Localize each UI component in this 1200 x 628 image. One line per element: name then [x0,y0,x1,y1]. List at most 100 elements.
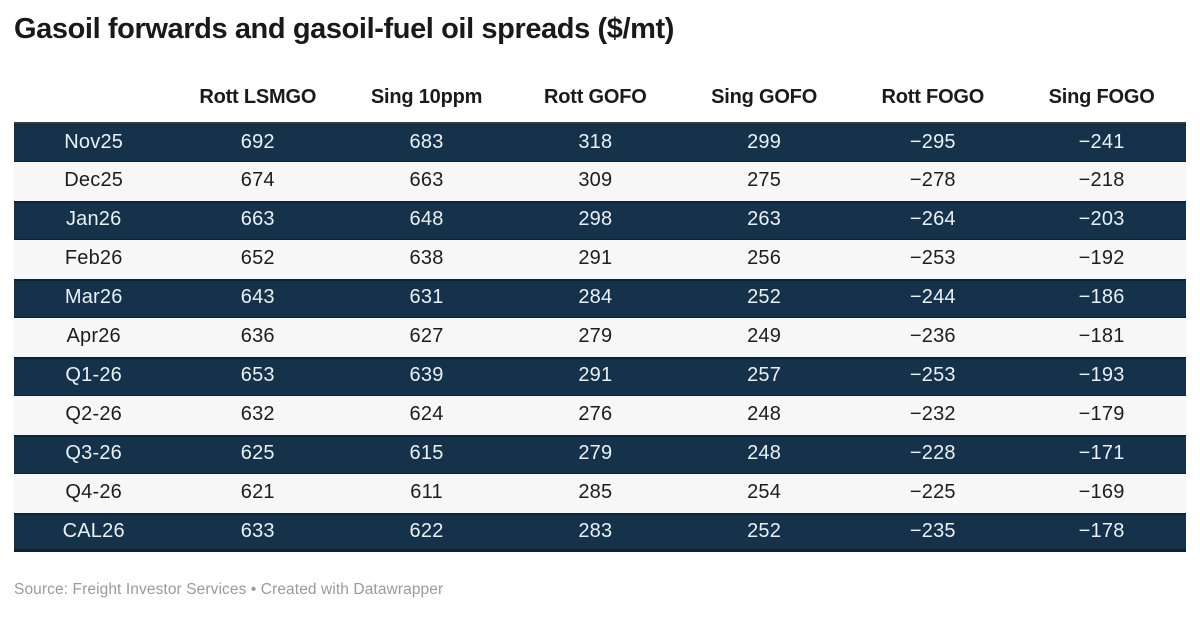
value-cell: 611 [410,481,443,504]
value-cell: −171 [1078,442,1125,465]
value-cell: 674 [240,169,275,192]
value-cell: 653 [240,364,275,387]
value-cell: −228 [909,442,956,465]
value-cell: 248 [747,442,782,465]
row-label-column-header [14,79,174,124]
row-label-cell: Feb26 [64,247,123,270]
row-label-cell: Jan26 [65,208,122,231]
table-body: Nov25 692 683 318 299 −295 −241 Dec25 674 663 309 2… [14,122,1186,552]
value-cell: −192 [1078,247,1125,270]
row-label-cell: Q3-26 [65,442,122,465]
value-cell: 254 [747,481,782,504]
value-cell: −235 [909,520,956,543]
value-cell: 279 [578,325,613,348]
value-cell: 622 [409,520,444,543]
value-cell: 692 [240,130,275,153]
table-row: Q2-26 632 624 276 248 −232 −179 [14,395,1186,435]
table-row: Dec25 674 663 309 275 −278 −218 [14,161,1186,201]
table-row: Nov25 692 683 318 299 −295 −241 [14,122,1186,162]
value-cell: −295 [909,130,956,153]
value-cell: −278 [909,169,956,192]
value-cell: −225 [909,481,956,504]
value-cell: 256 [747,247,782,270]
value-cell: 621 [240,481,275,504]
value-cell: −244 [909,286,956,309]
table-row: Q4-26 621 611 285 254 −225 −169 [14,473,1186,513]
value-cell: 257 [747,364,782,387]
value-cell: 252 [747,520,782,543]
row-label-cell: Q4-26 [65,481,122,504]
table-row: Mar26 643 631 284 252 −244 −186 [14,278,1186,318]
table-row: Q1-26 653 639 291 257 −253 −193 [14,356,1186,396]
value-cell: 625 [240,442,275,465]
value-cell: 309 [578,169,613,192]
value-cell: −181 [1078,325,1125,348]
value-cell: 291 [578,247,613,270]
row-label-cell: Q1-26 [65,364,122,387]
value-cell: 263 [747,208,782,231]
value-cell: 663 [240,208,275,231]
value-cell: 284 [578,286,613,309]
table-row: Q3-26 625 615 279 248 −228 −171 [14,434,1186,474]
value-cell: −218 [1078,169,1125,192]
value-cell: 275 [747,169,782,192]
row-label-cell: Q2-26 [65,403,122,426]
column-header: Sing FOGO [1017,79,1186,124]
value-cell: 643 [240,286,275,309]
value-cell: 652 [240,247,275,270]
table-row: Feb26 652 638 291 256 −253 −192 [14,239,1186,279]
value-cell: −241 [1078,130,1125,153]
value-cell: 248 [747,403,782,426]
value-cell: 663 [409,169,444,192]
row-label-cell: Apr26 [66,325,121,348]
value-cell: −236 [909,325,956,348]
value-cell: −253 [909,247,956,270]
table-header: Rott LSMGO Sing 10ppm Rott GOFO Sing GOFO Ro… [14,79,1186,124]
value-cell: 638 [409,247,444,270]
value-cell: 631 [409,286,444,309]
value-cell: 283 [578,520,613,543]
value-cell: 633 [240,520,275,543]
gasoil-forwards-table: Rott LSMGO Sing 10ppm Rott GOFO Sing GOFO Ro… [14,79,1186,552]
value-cell: −203 [1078,208,1125,231]
value-cell: 285 [578,481,613,504]
chart-title: Gasoil forwards and gasoil-fuel oil spre… [14,13,675,45]
value-cell: 632 [240,403,275,426]
value-cell: −178 [1078,520,1125,543]
value-cell: 279 [578,442,613,465]
value-cell: 298 [578,208,613,231]
header-row: Rott LSMGO Sing 10ppm Rott GOFO Sing GOFO Ro… [14,79,1186,124]
table-row: CAL26 633 622 283 252 −235 −178 [14,512,1186,552]
table-row: Jan26 663 648 298 263 −264 −203 [14,200,1186,240]
column-header: Sing 10ppm [342,79,511,124]
source-attribution: Source: Freight Investor Services • Crea… [14,580,444,598]
row-label-cell: Nov25 [64,130,124,153]
row-label-cell: Mar26 [64,286,123,309]
value-cell: 252 [747,286,782,309]
value-cell: 615 [409,442,444,465]
value-cell: 627 [409,325,444,348]
value-cell: −169 [1078,481,1125,504]
column-header: Sing GOFO [679,79,849,124]
value-cell: 291 [578,364,613,387]
row-label-cell: Dec25 [64,169,124,192]
value-cell: 683 [409,130,444,153]
value-cell: 299 [747,130,782,153]
table-row: Apr26 636 627 279 249 −236 −181 [14,317,1186,357]
value-cell: 636 [240,325,275,348]
value-cell: 276 [578,403,613,426]
value-cell: 318 [578,130,613,153]
column-header: Rott LSMGO [173,79,343,124]
column-header: Rott FOGO [848,79,1018,124]
value-cell: −193 [1078,364,1125,387]
value-cell: 648 [409,208,444,231]
value-cell: 624 [409,403,444,426]
value-cell: −186 [1078,286,1125,309]
value-cell: −253 [909,364,956,387]
value-cell: −264 [909,208,956,231]
value-cell: 249 [747,325,782,348]
row-label-cell: CAL26 [62,520,125,543]
value-cell: −232 [909,403,956,426]
column-header: Rott GOFO [510,79,680,124]
